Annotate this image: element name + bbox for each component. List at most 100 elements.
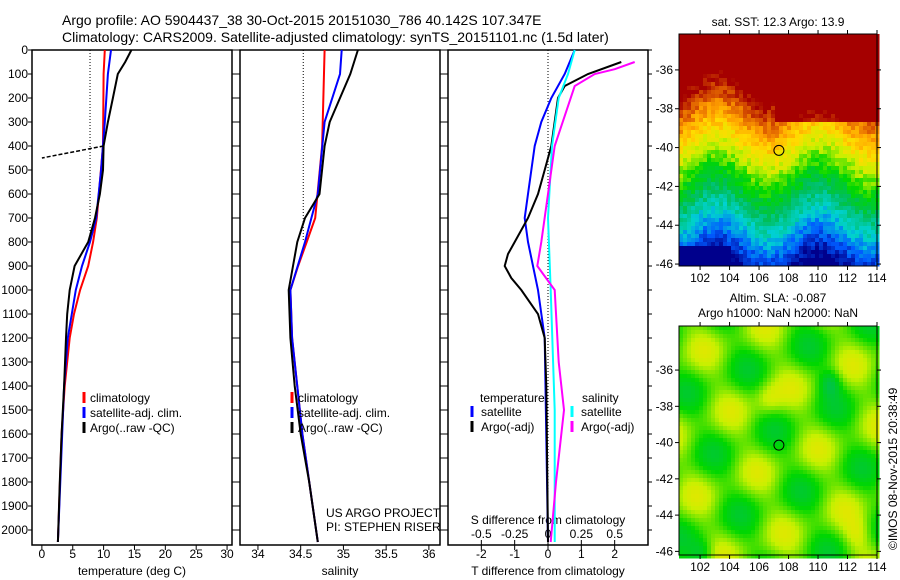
map-cell (787, 74, 792, 79)
map-cell (831, 162, 836, 167)
map-cell (867, 174, 872, 179)
map-cell (727, 86, 732, 91)
map-cell (795, 74, 800, 79)
map-cell (803, 130, 808, 135)
map-cell (851, 170, 856, 175)
map-cell (715, 426, 720, 431)
map-cell (707, 114, 712, 119)
map-cell (795, 106, 800, 111)
map-cell (787, 406, 792, 411)
map-cell (783, 326, 788, 331)
map-cell (703, 442, 708, 447)
map-cell (699, 442, 704, 447)
map-cell (783, 398, 788, 403)
map-cell (795, 446, 800, 451)
map-cell (811, 430, 816, 435)
map-cell (779, 254, 784, 259)
map-cell (843, 150, 848, 155)
map-cell (815, 390, 820, 395)
map-cell (851, 450, 856, 455)
map-cell (827, 170, 832, 175)
map-cell (687, 102, 692, 107)
map-cell (859, 142, 864, 147)
map-cell (815, 42, 820, 47)
map-cell (691, 222, 696, 227)
map-cell (735, 430, 740, 435)
map-cell (787, 214, 792, 219)
map-cell (719, 230, 724, 235)
map-cell (703, 234, 708, 239)
map-cell (803, 198, 808, 203)
map-cell (843, 326, 848, 331)
map-cell (759, 194, 764, 199)
map-cell (791, 378, 796, 383)
map-cell (679, 390, 684, 395)
map-cell (871, 418, 876, 423)
map-cell (815, 138, 820, 143)
map-cell (863, 410, 868, 415)
map-cell (763, 34, 768, 39)
map-cell (791, 450, 796, 455)
map-cell (727, 134, 732, 139)
map-cell (815, 74, 820, 79)
map-cell (851, 150, 856, 155)
map-cell (867, 170, 872, 175)
map-cell (747, 170, 752, 175)
map-cell (851, 414, 856, 419)
map-sst-map (679, 34, 880, 267)
map-cell (775, 118, 780, 123)
map-cell (851, 178, 856, 183)
map-cell (699, 330, 704, 335)
map-cell (715, 162, 720, 167)
map-cell (811, 166, 816, 171)
map-cell (795, 110, 800, 115)
map-cell (751, 98, 756, 103)
map-cell (751, 362, 756, 367)
map-cell (827, 378, 832, 383)
map-cell (767, 94, 772, 99)
map-cell (723, 82, 728, 87)
map-cell (787, 374, 792, 379)
map-cell (835, 398, 840, 403)
map-cell (683, 346, 688, 351)
map-cell (767, 106, 772, 111)
map-cell (859, 42, 864, 47)
map-cell (775, 342, 780, 347)
map-cell (779, 214, 784, 219)
map-cell (683, 218, 688, 223)
map-cell (811, 74, 816, 79)
map-cell (731, 66, 736, 71)
map-cell (799, 406, 804, 411)
map-cell (787, 62, 792, 67)
map-cell (731, 198, 736, 203)
map-cell (731, 350, 736, 355)
map-cell (727, 98, 732, 103)
map-cell (695, 94, 700, 99)
map-cell (751, 46, 756, 51)
map-cell (687, 378, 692, 383)
map-cell (759, 330, 764, 335)
map-cell (855, 458, 860, 463)
map-cell (775, 370, 780, 375)
map-cell (803, 358, 808, 363)
map-cell (863, 194, 868, 199)
map-cell (871, 38, 876, 43)
map-cell (751, 170, 756, 175)
map-cell (855, 398, 860, 403)
map-cell (755, 378, 760, 383)
map-cell (739, 250, 744, 255)
map-cell (787, 338, 792, 343)
map-cell (743, 262, 748, 267)
map-cell (755, 370, 760, 375)
map-cell (715, 230, 720, 235)
map-cell (783, 146, 788, 151)
map-cell (679, 158, 684, 163)
map-cell (803, 242, 808, 247)
map-cell (835, 218, 840, 223)
map-cell (843, 378, 848, 383)
map-cell (759, 458, 764, 463)
map-cell (871, 54, 876, 59)
map-cell (763, 406, 768, 411)
map-cell (687, 446, 692, 451)
map-cell (679, 462, 684, 467)
